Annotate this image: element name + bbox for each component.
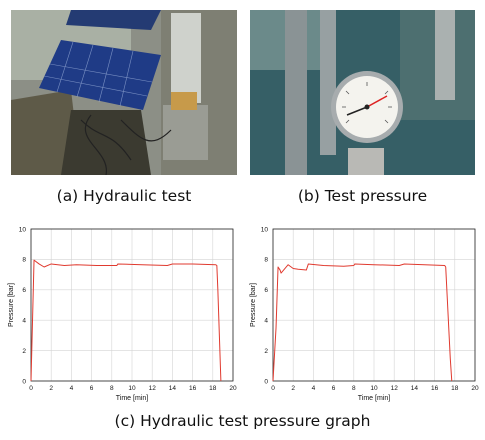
chart0-x-tick-label: 20 [229,385,237,392]
pressure-chart-left-svg: 0 2 4 6 8 10 12 14 16 18 20 0 2 4 6 8 10 Time [min] Pressu… [8,226,237,402]
chart0-x-tick-label: 14 [169,385,177,392]
caption-test-pressure: (b) Test pressure [297,187,428,205]
chart0-x-tick-label: 2 [49,385,53,392]
chart0-y-axis-label: Pressure [bar] [8,283,15,327]
chart0-x-axis-label: Time [min] [116,395,148,402]
chart0-y-tick-label: 4 [22,318,26,325]
chart1-y-tick-label: 8 [264,257,268,264]
chart0-x-tick-label: 0 [29,385,33,392]
chart0-y-tick-label: 6 [22,287,26,294]
photo-test-pressure [250,10,475,175]
chart1-x-axis-label: Time [min] [358,395,390,402]
caption-hydraulic-test: (a) Hydraulic test [56,187,192,205]
chart1-x-tick-label: 20 [471,385,479,392]
chart0-y-tick-label: 0 [22,378,26,385]
caption-pressure-graph: (c) Hydraulic test pressure graph [114,412,371,430]
chart1-y-tick-label: 10 [261,226,269,233]
chart1-x-tick-label: 0 [271,385,275,392]
chart1-x-tick-label: 4 [312,385,316,392]
chart0-x-tick-label: 10 [128,385,136,392]
pressure-chart-right-svg: 0 2 4 6 8 10 12 14 16 18 20 0 2 4 6 8 10 Time [min] Pressu… [250,226,479,402]
chart0-x-tick-label: 12 [149,385,157,392]
chart1-x-tick-label: 16 [431,385,439,392]
chart0-plot-frame [30,228,234,382]
chart1-x-tick-label: 6 [332,385,336,392]
chart1-y-axis-label: Pressure [bar] [250,283,257,327]
pressure-chart-right: 0 2 4 6 8 10 12 14 16 18 20 0 2 4 6 8 10 Time [min] Pressu… [242,218,485,402]
chart1-x-tick-label: 12 [391,385,399,392]
chart1-x-tick-label: 8 [352,385,356,392]
chart1-y-tick-label: 4 [264,318,268,325]
pressure-chart-left: 0 2 4 6 8 10 12 14 16 18 20 0 2 4 6 8 10 Time [min] Pressu… [0,218,242,402]
chart1-plot-frame [272,228,476,382]
chart0-x-tick-label: 16 [189,385,197,392]
chart1-y-tick-label: 2 [264,348,268,355]
chart1-y-tick-label: 6 [264,287,268,294]
chart1-x-tick-label: 18 [451,385,459,392]
chart0-x-tick-label: 18 [209,385,217,392]
chart1-pressure-series-line [272,263,453,382]
chart0-x-tick-label: 8 [110,385,114,392]
chart1-y-tick-label: 0 [264,378,268,385]
chart1-x-tick-label: 14 [411,385,419,392]
photo-hydraulic-test [11,10,237,175]
chart0-pressure-series-line [30,259,222,382]
chart0-x-tick-label: 6 [90,385,94,392]
chart0-y-tick-label: 8 [22,257,26,264]
chart0-y-tick-label: 2 [22,348,26,355]
chart1-x-tick-label: 2 [291,385,295,392]
chart1-x-tick-label: 10 [370,385,378,392]
chart0-y-tick-label: 10 [19,226,27,233]
chart0-x-tick-label: 4 [70,385,74,392]
